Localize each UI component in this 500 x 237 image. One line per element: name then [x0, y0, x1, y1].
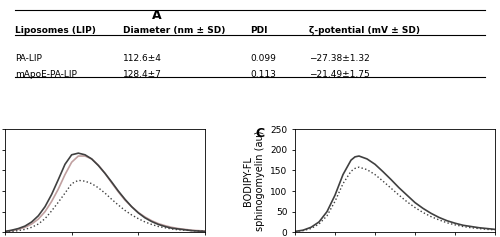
- Text: 128.4±7: 128.4±7: [122, 70, 162, 79]
- Text: PDI: PDI: [250, 26, 268, 35]
- Text: PA-LIP: PA-LIP: [15, 54, 42, 63]
- Text: Diameter (nm ± SD): Diameter (nm ± SD): [122, 26, 225, 35]
- Text: ζ-potential (mV ± SD): ζ-potential (mV ± SD): [309, 26, 420, 35]
- Text: 0.099: 0.099: [250, 54, 276, 63]
- Text: 0.113: 0.113: [250, 70, 276, 79]
- Text: mApoE-PA-LIP: mApoE-PA-LIP: [15, 70, 76, 79]
- Y-axis label: BODIPY-FL
sphinogomyelin (au): BODIPY-FL sphinogomyelin (au): [243, 131, 264, 231]
- Text: A: A: [152, 9, 162, 22]
- Text: −21.49±1.75: −21.49±1.75: [309, 70, 370, 79]
- Text: Liposomes (LIP): Liposomes (LIP): [15, 26, 96, 35]
- Text: −27.38±1.32: −27.38±1.32: [309, 54, 370, 63]
- Text: C: C: [255, 127, 264, 140]
- Text: 112.6±4: 112.6±4: [122, 54, 162, 63]
